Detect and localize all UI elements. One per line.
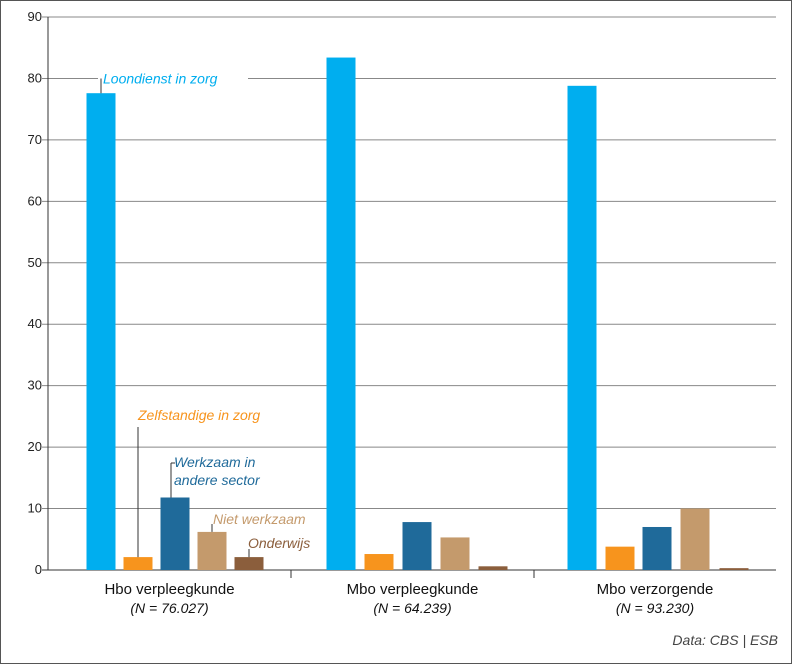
- x-tick-sublabel: (N = 76.027): [130, 600, 208, 616]
- x-tick-label: Hbo verpleegkunde: [104, 581, 234, 598]
- y-tick-label: 90: [28, 9, 42, 24]
- bar: [440, 537, 470, 570]
- bar: [326, 57, 356, 570]
- bar: [234, 557, 264, 570]
- x-tick-label: Mbo verzorgende: [597, 581, 714, 598]
- bar: [402, 522, 432, 570]
- series-label: Niet werkzaam: [213, 511, 306, 527]
- x-axis: Hbo verpleegkunde (N = 76.027) Mbo verplee…: [104, 581, 713, 616]
- y-tick-label: 30: [28, 378, 42, 393]
- series-label: Werkzaam in: [174, 454, 256, 470]
- bar: [364, 554, 394, 570]
- series-label: Onderwijs: [248, 535, 310, 551]
- bar: [197, 531, 227, 570]
- bar: [605, 546, 635, 570]
- y-tick-label: 10: [28, 501, 42, 516]
- bar: [478, 566, 508, 570]
- bars-layer: [86, 57, 749, 571]
- source-note: Data: CBS | ESB: [672, 632, 778, 648]
- x-tick-label: Mbo verpleegkunde: [347, 581, 479, 598]
- y-tick-label: 60: [28, 193, 42, 208]
- y-tick-label: 70: [28, 132, 42, 147]
- y-tick-label: 50: [28, 255, 42, 270]
- y-tick-label: 80: [28, 70, 42, 85]
- series-label: Zelfstandige in zorg: [137, 407, 260, 423]
- x-tick-sublabel: (N = 93.230): [616, 600, 694, 616]
- y-tick-label: 20: [28, 439, 42, 454]
- bar: [567, 85, 597, 570]
- bar: [123, 557, 153, 570]
- series-labels: Loondienst in zorg Zelfstandige in zorg We…: [98, 70, 310, 558]
- series-label: andere sector: [174, 472, 261, 488]
- bar: [160, 497, 190, 570]
- bar: [680, 508, 710, 570]
- series-label: Loondienst in zorg: [103, 70, 218, 86]
- bar: [719, 568, 749, 570]
- y-axis: 0 10 20 30 40 50 60 70 80 90: [28, 9, 49, 577]
- x-tick-sublabel: (N = 64.239): [373, 600, 451, 616]
- bar: [642, 526, 672, 570]
- y-tick-label: 0: [35, 562, 42, 577]
- bar: [86, 93, 116, 571]
- y-tick-label: 40: [28, 316, 42, 331]
